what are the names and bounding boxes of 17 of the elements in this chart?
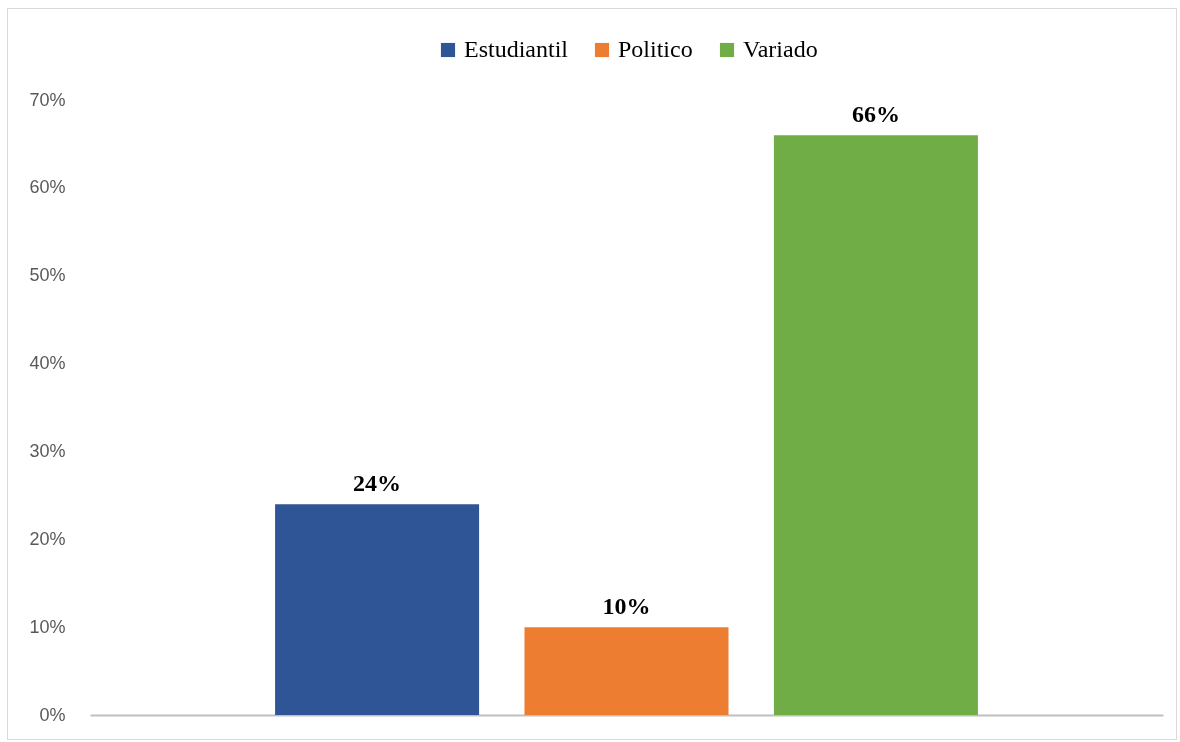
bar — [524, 627, 729, 715]
y-tick-label: 50% — [29, 265, 66, 286]
legend-label: Variado — [743, 36, 818, 62]
data-label: 66% — [851, 101, 900, 128]
data-label: 10% — [602, 593, 651, 620]
legend-label: Politico — [618, 36, 693, 62]
bar — [773, 135, 978, 715]
data-label: 24% — [353, 470, 402, 497]
y-tick-label: 60% — [29, 177, 66, 198]
y-tick-label: 70% — [29, 89, 66, 110]
y-tick-label: 40% — [29, 353, 66, 374]
y-tick-label: 30% — [29, 440, 66, 461]
bar — [275, 504, 480, 715]
y-tick-label: 0% — [39, 704, 66, 725]
legend-label: Estudiantil — [464, 36, 569, 62]
y-tick-label: 10% — [29, 616, 66, 637]
y-tick-label: 20% — [29, 528, 66, 549]
